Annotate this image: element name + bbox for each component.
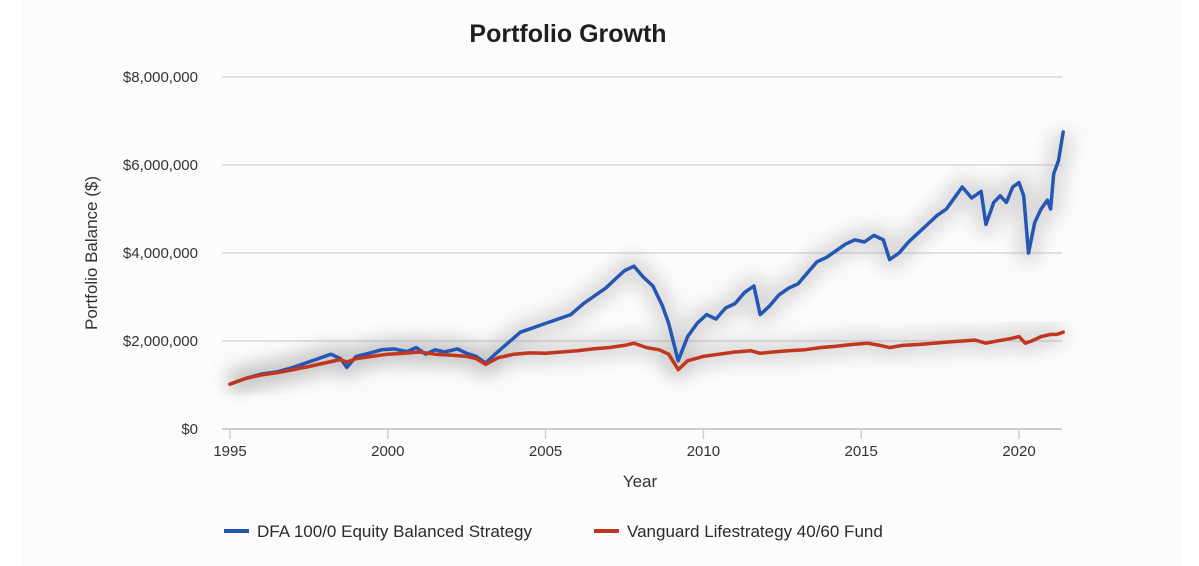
legend-item[interactable]: Vanguard Lifestrategy 40/60 Fund (594, 522, 883, 541)
x-tick-label: 1995 (213, 443, 246, 460)
x-tick-label: 2015 (845, 443, 878, 460)
y-tick-label: $8,000,000 (123, 69, 198, 86)
y-axis-label: Portfolio Balance ($) (82, 176, 101, 330)
y-tick-label: $2,000,000 (123, 333, 198, 350)
series-line-dfa (228, 130, 1065, 386)
legend-item[interactable]: DFA 100/0 Equity Balanced Strategy (224, 522, 533, 541)
x-tick-label: 2005 (529, 443, 562, 460)
y-axis-ticks: $0 $2,000,000 $4,000,000 $6,000,000 $8,000,0… (123, 69, 198, 438)
legend: DFA 100/0 Equity Balanced Strategy Vangua… (224, 522, 883, 541)
legend-label: DFA 100/0 Equity Balanced Strategy (257, 522, 533, 541)
x-tick-label: 2010 (687, 443, 720, 460)
x-tick-label: 2000 (371, 443, 404, 460)
series-lines (228, 130, 1065, 386)
x-axis-label: Year (623, 472, 658, 491)
x-tick-label: 2020 (1002, 443, 1035, 460)
y-tick-label: $4,000,000 (123, 245, 198, 262)
chart-title: Portfolio Growth (469, 20, 666, 48)
y-tick-label: $0 (181, 421, 198, 438)
series-line-vanguard (228, 330, 1065, 386)
y-tick-label: $6,000,000 (123, 157, 198, 174)
x-axis: 1995 2000 2005 2010 2015 2020 (213, 428, 1062, 460)
legend-label: Vanguard Lifestrategy 40/60 Fund (627, 522, 883, 541)
